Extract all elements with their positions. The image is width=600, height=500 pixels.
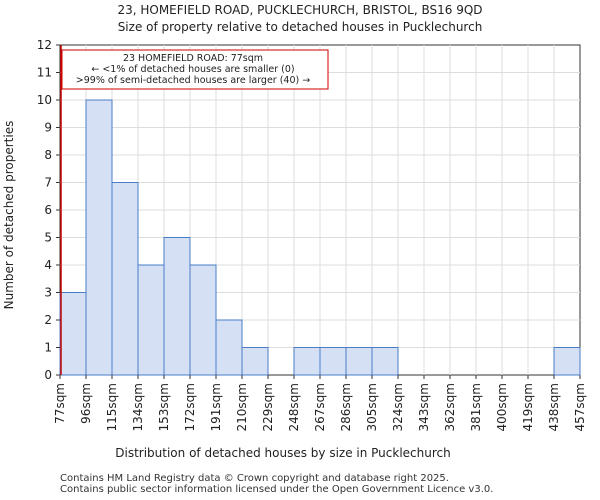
y-tick-label: 3	[44, 286, 52, 300]
bar-96sqm	[85, 99, 113, 376]
bar-286sqm	[345, 347, 373, 376]
x-tick-label: 381sqm	[469, 383, 483, 431]
y-axis-label: Number of detached properties	[2, 121, 16, 310]
x-tick-label: 267sqm	[313, 383, 327, 431]
y-tick-label: 6	[44, 203, 52, 217]
bar-134sqm	[137, 264, 165, 376]
x-tick-label: 324sqm	[391, 383, 405, 431]
bar-438sqm	[553, 347, 581, 376]
annotation-line1: 23 HOMEFIELD ROAD: 77sqm	[123, 53, 263, 64]
x-ticks: 77sqm 96sqm 115sqm 134sqm 153sqm 172sqm 191sqm…	[53, 375, 587, 431]
y-tick-label: 11	[37, 66, 52, 80]
bars-layer	[59, 99, 581, 376]
x-tick-label: 457sqm	[573, 383, 587, 431]
footer-licence: Contains public sector information licen…	[60, 484, 494, 495]
footer-copyright: Contains HM Land Registry data © Crown c…	[60, 473, 449, 484]
annotation-line3: >99% of semi-detached houses are larger …	[76, 75, 310, 86]
x-tick-label: 115sqm	[105, 383, 119, 431]
y-tick-label: 0	[44, 368, 52, 382]
bar-191sqm	[215, 319, 243, 376]
x-tick-label: 362sqm	[443, 383, 457, 431]
annotation-line2: ← <1% of detached houses are smaller (0)	[91, 64, 294, 75]
bar-153sqm	[163, 237, 191, 376]
bar-210sqm	[241, 347, 269, 376]
y-tick-label: 8	[44, 148, 52, 162]
x-tick-label: 229sqm	[261, 383, 275, 431]
x-tick-label: 305sqm	[365, 383, 379, 431]
x-tick-label: 400sqm	[495, 383, 509, 431]
x-tick-label: 210sqm	[235, 383, 249, 431]
x-tick-label: 191sqm	[209, 383, 223, 431]
y-tick-label: 2	[44, 313, 52, 327]
x-tick-label: 248sqm	[287, 383, 301, 431]
chart-title-line1: 23, HOMEFIELD ROAD, PUCKLECHURCH, BRISTO…	[117, 3, 482, 17]
x-tick-label: 172sqm	[183, 383, 197, 431]
x-tick-label: 134sqm	[131, 383, 145, 431]
x-tick-label: 419sqm	[521, 383, 535, 431]
bar-77sqm	[59, 292, 87, 376]
bar-248sqm	[293, 347, 321, 376]
x-tick-label: 286sqm	[339, 383, 353, 431]
y-tick-label: 1	[44, 341, 52, 355]
bar-115sqm	[111, 182, 139, 376]
y-tick-label: 5	[44, 231, 52, 245]
grid-layer	[60, 45, 580, 375]
y-tick-label: 10	[37, 93, 52, 107]
y-tick-label: 7	[44, 176, 52, 190]
y-tick-label: 9	[44, 121, 52, 135]
x-tick-label: 96sqm	[79, 383, 93, 424]
y-tick-label: 4	[44, 258, 52, 272]
x-tick-label: 438sqm	[547, 383, 561, 431]
chart-title-line2: Size of property relative to detached ho…	[118, 20, 483, 34]
annotation-box: 23 HOMEFIELD ROAD: 77sqm ← <1% of detach…	[61, 49, 329, 90]
annotation-frame	[61, 49, 329, 90]
bar-305sqm	[371, 347, 399, 376]
x-tick-label: 343sqm	[417, 383, 431, 431]
x-axis-label: Distribution of detached houses by size …	[115, 446, 450, 460]
bar-267sqm	[319, 347, 347, 376]
x-tick-label: 153sqm	[157, 383, 171, 431]
bar-172sqm	[189, 264, 217, 376]
y-tick-label: 12	[37, 38, 52, 52]
x-tick-label: 77sqm	[53, 383, 67, 424]
